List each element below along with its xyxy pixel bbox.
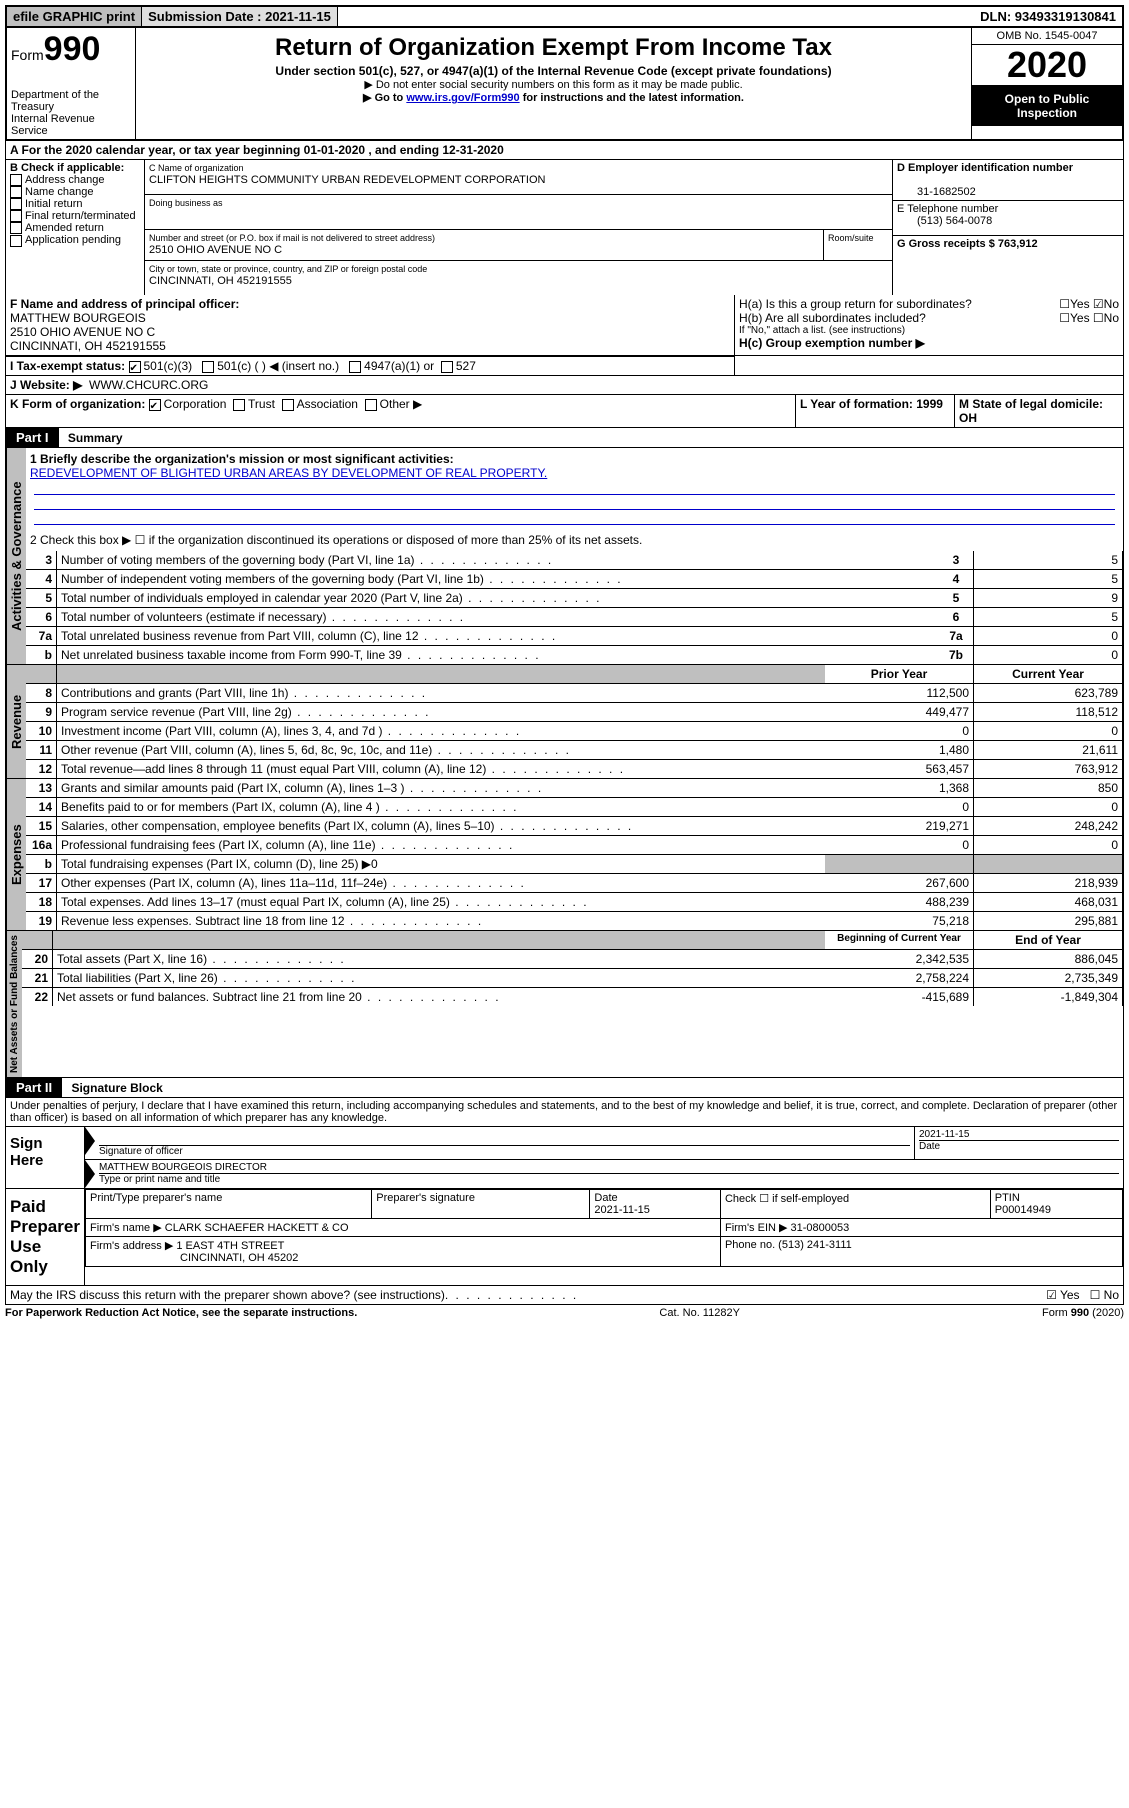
top-bar: efile GRAPHIC print Submission Date : 20… (5, 5, 1124, 28)
firm-phone: Phone no. (513) 241-3111 (720, 1237, 1122, 1267)
website: WWW.CHCURC.ORG (89, 378, 208, 392)
mission-text: REDEVELOPMENT OF BLIGHTED URBAN AREAS BY… (30, 466, 547, 480)
part2-title: Signature Block (65, 1079, 168, 1097)
officer-name: MATTHEW BOURGEOIS (10, 311, 146, 325)
gross-receipts: G Gross receipts $ 763,912 (897, 238, 1038, 250)
form-subtitle: Under section 501(c), 527, or 4947(a)(1)… (140, 64, 967, 78)
netassets-table: Beginning of Current YearEnd of Year20To… (22, 931, 1123, 1006)
footer: For Paperwork Reduction Act Notice, see … (5, 1305, 1124, 1321)
ein: 31-1682502 (897, 186, 976, 198)
part1-header: Part I (6, 428, 59, 447)
org-city: CINCINNATI, OH 452191555 (149, 275, 292, 287)
form-header: Form990 Department of the Treasury Inter… (5, 28, 1124, 141)
tax-year-row: A For the 2020 calendar year, or tax yea… (6, 141, 1123, 160)
arrow-icon (85, 1127, 95, 1155)
note-link: ▶ Go to www.irs.gov/Form990 for instruct… (140, 91, 967, 104)
sign-here-section: Sign Here Signature of officer 2021-11-1… (5, 1127, 1124, 1189)
part2-header: Part II (6, 1078, 62, 1097)
paid-preparer-section: Paid Preparer Use Only Print/Type prepar… (5, 1189, 1124, 1286)
note-ssn: ▶ Do not enter social security numbers o… (140, 78, 967, 91)
arrow-icon (85, 1160, 95, 1188)
efile-button[interactable]: efile GRAPHIC print (7, 7, 142, 26)
org-name: CLIFTON HEIGHTS COMMUNITY URBAN REDEVELO… (149, 174, 545, 186)
side-governance: Activities & Governance (6, 448, 26, 664)
tax-year: 2020 (972, 45, 1122, 86)
irs-link[interactable]: www.irs.gov/Form990 (406, 92, 519, 104)
perjury-text: Under penalties of perjury, I declare th… (6, 1098, 1123, 1126)
side-netassets: Net Assets or Fund Balances (6, 931, 22, 1077)
section-f-h: F Name and address of principal officer:… (6, 295, 1123, 356)
dept-label: Department of the Treasury (11, 89, 131, 113)
expenses-table: 13Grants and similar amounts paid (Part … (26, 779, 1123, 930)
irs-label: Internal Revenue Service (11, 113, 131, 137)
firm-name: CLARK SCHAEFER HACKETT & CO (165, 1222, 349, 1234)
dln: DLN: 93493319130841 (974, 7, 1122, 26)
section-j: J Website: ▶ WWW.CHCURC.ORG (6, 376, 1123, 395)
signer-name: MATTHEW BOURGEOIS DIRECTOR (99, 1162, 1119, 1174)
phone: (513) 564-0078 (897, 215, 992, 227)
org-address: 2510 OHIO AVENUE NO C (149, 244, 282, 256)
governance-table: 3Number of voting members of the governi… (26, 551, 1123, 664)
part1-title: Summary (62, 429, 129, 447)
form-title: Return of Organization Exempt From Incom… (140, 34, 967, 62)
submission-date: Submission Date : 2021-11-15 (142, 7, 338, 26)
side-expenses: Expenses (6, 779, 26, 930)
side-revenue: Revenue (6, 665, 26, 778)
section-de: D Employer identification number 31-1682… (893, 160, 1123, 295)
form-number: Form990 (11, 30, 131, 69)
revenue-table: Prior YearCurrent Year8Contributions and… (26, 665, 1123, 778)
section-c: C Name of organization CLIFTON HEIGHTS C… (145, 160, 893, 295)
omb-number: OMB No. 1545-0047 (972, 28, 1122, 45)
line-2: 2 Check this box ▶ ☐ if the organization… (26, 529, 1123, 551)
section-b: B Check if applicable: Address change Na… (6, 160, 145, 295)
discuss-question: May the IRS discuss this return with the… (10, 1288, 445, 1302)
firm-ein: Firm's EIN ▶ 31-0800053 (720, 1219, 1122, 1237)
open-public-badge: Open to Public Inspection (972, 86, 1122, 126)
